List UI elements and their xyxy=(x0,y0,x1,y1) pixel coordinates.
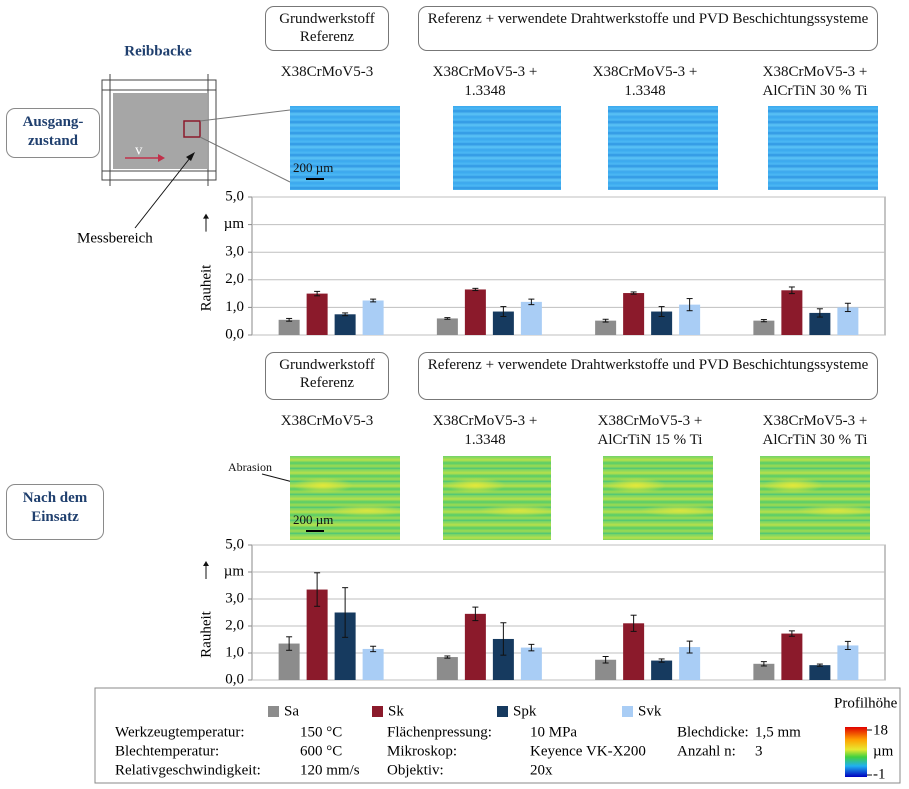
header-box: Referenz + verwendete Drahtwerkstoffe un… xyxy=(418,6,878,51)
param-value: Keyence VK-X200 xyxy=(530,743,646,759)
bar xyxy=(437,657,458,680)
param-label: Werkzeugtemperatur: xyxy=(115,724,245,740)
column-label: X38CrMoV5-3 + AlCrTiN 30 % Ti xyxy=(745,412,885,450)
param-value: 1,5 mm xyxy=(755,724,801,740)
y-tick-label: 3,0 xyxy=(225,244,244,260)
y-tick-label: 3,0 xyxy=(225,590,244,606)
micrograph xyxy=(603,456,713,540)
micrograph xyxy=(768,106,878,190)
bar xyxy=(837,645,858,680)
scale-bar xyxy=(306,178,324,180)
column-label: X38CrMoV5-3 + AlCrTiN 15 % Ti xyxy=(580,412,720,450)
y-axis-label: Rauheit xyxy=(198,610,214,657)
y-tick-label: µm xyxy=(224,216,245,232)
param-value: 10 MPa xyxy=(530,724,577,740)
measure-label: Messbereich xyxy=(77,230,153,246)
scale-bar xyxy=(306,530,324,532)
bar xyxy=(307,294,328,335)
bar xyxy=(651,661,672,680)
param-value: 120 mm/s xyxy=(300,762,360,778)
bar xyxy=(781,290,802,335)
legend-label: Sa xyxy=(284,703,299,719)
column-label: X38CrMoV5-3 xyxy=(265,63,389,82)
column-label: X38CrMoV5-3 + 1.3348 xyxy=(420,412,550,450)
bar xyxy=(623,293,644,335)
state-label: Nach dem Einsatz xyxy=(6,484,104,540)
colorbar xyxy=(845,727,867,777)
bar xyxy=(781,634,802,680)
column-label: X38CrMoV5-3 + 1.3348 xyxy=(580,63,710,101)
bar xyxy=(465,614,486,680)
legend-label: Sk xyxy=(388,703,404,719)
param-label: Anzahl n: xyxy=(677,743,736,759)
bar xyxy=(595,321,616,335)
y-tick-label: 2,0 xyxy=(225,617,244,633)
state-label: Ausgang-zustand xyxy=(6,108,100,158)
y-tick-label: 5,0 xyxy=(225,536,244,552)
bar xyxy=(363,649,384,680)
param-value: 600 °C xyxy=(300,743,342,759)
column-label: X38CrMoV5-3 + 1.3348 xyxy=(420,63,550,101)
colorbar-min: -1 xyxy=(873,766,886,782)
header-box: Grundwerkstoff Referenz xyxy=(265,6,389,51)
legend-label: Svk xyxy=(638,703,662,719)
abrasion-label: Abrasion xyxy=(228,460,272,475)
colorbar-unit: µm xyxy=(873,743,894,759)
jaw-title: Reibbacke xyxy=(124,43,192,59)
header-box: Referenz + verwendete Drahtwerkstoffe un… xyxy=(418,352,878,400)
param-value: 20x xyxy=(530,762,553,778)
legend-swatch xyxy=(622,706,633,717)
y-tick-label: 0,0 xyxy=(225,326,244,342)
direction-label: v xyxy=(135,142,143,158)
column-label: X38CrMoV5-3 + AlCrTiN 30 % Ti xyxy=(745,63,885,101)
bar xyxy=(279,320,300,335)
legend-swatch xyxy=(268,706,279,717)
param-label: Blechtemperatur: xyxy=(115,743,219,759)
param-label: Flächenpressung: xyxy=(387,724,492,740)
bar xyxy=(335,314,356,335)
bar xyxy=(521,648,542,680)
y-tick-label: 0,0 xyxy=(225,671,244,687)
column-label: X38CrMoV5-3 xyxy=(265,412,389,431)
y-tick-label: 2,0 xyxy=(225,271,244,287)
zoom-line xyxy=(200,137,290,182)
y-tick-label: 5,0 xyxy=(225,188,244,204)
param-label: Blechdicke: xyxy=(677,724,749,740)
param-value: 3 xyxy=(755,743,763,759)
legend-swatch xyxy=(497,706,508,717)
legend-label: Spk xyxy=(513,703,537,719)
bar xyxy=(809,665,830,680)
header-box: Grundwerkstoff Referenz xyxy=(265,352,389,400)
y-axis-label: Rauheit xyxy=(198,264,214,311)
param-label: Mikroskop: xyxy=(387,743,457,759)
scale-label: 200 µm xyxy=(293,160,333,176)
micrograph xyxy=(443,456,551,540)
colorbar-max: 18 xyxy=(873,722,888,738)
micrograph xyxy=(760,456,870,540)
micrograph xyxy=(453,106,561,190)
colorbar-title: Profilhöhe xyxy=(834,695,898,711)
y-tick-label: 1,0 xyxy=(225,299,244,315)
zoom-line xyxy=(200,110,290,121)
unit-arrow-head xyxy=(203,214,209,219)
page: {"header": {"reibbacke": "Reibbacke", "m… xyxy=(0,0,909,789)
unit-arrow-head xyxy=(203,561,209,566)
param-value: 150 °C xyxy=(300,724,342,740)
bar xyxy=(521,302,542,335)
param-label: Relativgeschwindigkeit: xyxy=(115,762,261,778)
bar xyxy=(437,318,458,335)
y-tick-label: µm xyxy=(224,563,245,579)
scale-label: 200 µm xyxy=(293,512,333,528)
bar xyxy=(363,301,384,336)
bar xyxy=(465,289,486,335)
y-tick-label: 1,0 xyxy=(225,644,244,660)
param-label: Objektiv: xyxy=(387,762,444,778)
micrograph xyxy=(608,106,718,190)
bar xyxy=(753,321,774,335)
legend-swatch xyxy=(372,706,383,717)
